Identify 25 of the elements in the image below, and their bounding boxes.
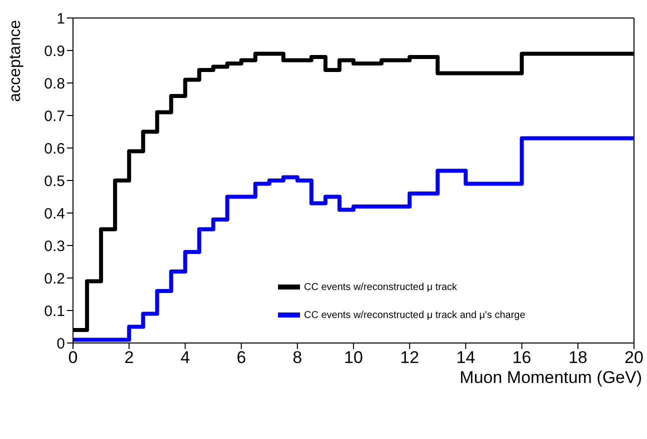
x-tick-label: 10: [344, 348, 363, 368]
x-tick-label: 2: [124, 348, 134, 368]
legend-label: CC events w/reconstructed μ track: [304, 282, 458, 292]
y-tick-label: 0.3: [44, 238, 65, 255]
y-tick-label: 0.9: [44, 42, 65, 60]
y-tick-label: 0.6: [44, 140, 65, 158]
y-tick-label: 0.7: [44, 108, 65, 125]
legend-label: CC events w/reconstructed μ track and μ's charge: [304, 310, 526, 320]
y-tick-label: 0: [56, 335, 65, 352]
y-tick-label: 0.8: [44, 75, 65, 92]
y-tick-label: 0.1: [44, 302, 65, 320]
y-tick-label: 1: [56, 10, 65, 28]
x-tick-label: 18: [568, 348, 588, 368]
x-tick-label: 16: [512, 348, 532, 368]
y-tick-label: 0.4: [44, 205, 65, 222]
x-tick-label: 6: [236, 348, 246, 368]
x-tick-label: 12: [400, 348, 420, 368]
x-tick-label: 20: [624, 348, 644, 368]
x-axis-title: Muon Momentum (GeV): [460, 368, 642, 387]
x-tick-label: 14: [456, 348, 476, 368]
y-tick-label: 0.2: [44, 270, 65, 288]
y-axis-title: acceptance: [7, 20, 24, 102]
y-tick-label: 0.5: [44, 172, 65, 190]
x-tick-label: 4: [180, 348, 190, 368]
x-tick-label: 8: [292, 348, 302, 368]
